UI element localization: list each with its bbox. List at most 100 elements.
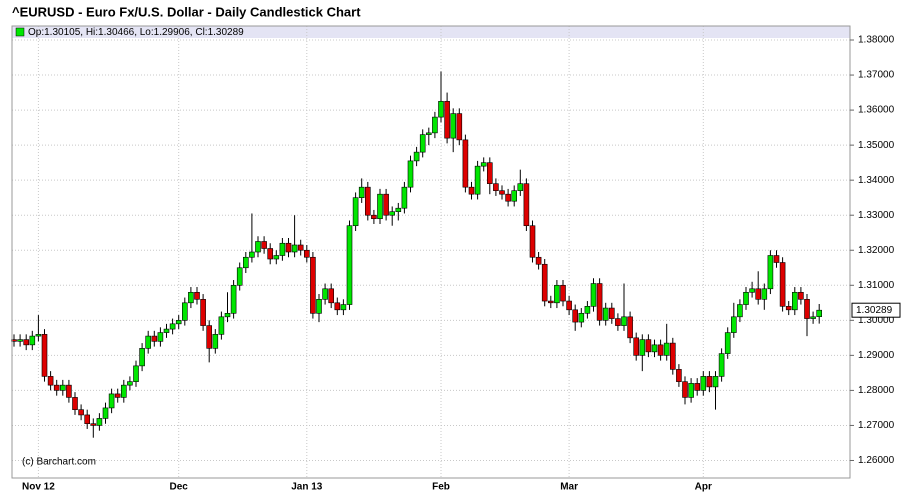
candle-body bbox=[419, 134, 426, 153]
y-tick-label: 1.32000 bbox=[858, 245, 895, 256]
candle-body bbox=[737, 304, 743, 318]
candle-body bbox=[273, 255, 280, 260]
candle-body bbox=[169, 323, 176, 330]
candle-body bbox=[249, 251, 255, 258]
candle-body bbox=[255, 241, 261, 253]
candle-body bbox=[743, 291, 749, 305]
axes: 1.26000 1.27000 1.28000 1.29000 1.30000 1.310… bbox=[22, 35, 901, 493]
candle-body bbox=[566, 300, 572, 311]
candle-body bbox=[432, 116, 438, 134]
candle-body bbox=[358, 186, 365, 198]
y-tick-label: 1.26000 bbox=[858, 455, 895, 466]
candle-body bbox=[468, 186, 475, 195]
candle-body bbox=[804, 299, 810, 319]
x-tick-label: Mar bbox=[560, 482, 578, 493]
candle-body bbox=[816, 309, 823, 317]
candle-body bbox=[785, 306, 792, 311]
candle-body bbox=[261, 241, 267, 249]
candle-body bbox=[798, 291, 804, 300]
candle-body bbox=[377, 193, 383, 220]
candle-body bbox=[389, 211, 396, 216]
candle-body bbox=[688, 383, 694, 398]
candle-body bbox=[383, 193, 389, 216]
x-tick-label: Dec bbox=[170, 482, 189, 493]
candle-body bbox=[676, 369, 682, 382]
y-tick-label: 1.28000 bbox=[858, 385, 895, 396]
candle-body bbox=[108, 393, 115, 409]
candle-body bbox=[84, 414, 90, 424]
x-tick-label: Nov 12 bbox=[22, 482, 55, 493]
y-tick-label: 1.37000 bbox=[858, 70, 895, 81]
candle-body bbox=[121, 384, 127, 398]
candle-body bbox=[322, 288, 328, 300]
candle-body bbox=[163, 328, 170, 333]
candle-body bbox=[395, 207, 402, 213]
candle-body bbox=[206, 325, 212, 349]
candle-body bbox=[474, 165, 481, 195]
legend-text: Op:1.30105, Hi:1.30466, Lo:1.29906, Cl:1… bbox=[28, 27, 244, 38]
candle-body bbox=[621, 316, 627, 326]
candle-body bbox=[627, 316, 633, 339]
candle-body bbox=[297, 244, 304, 251]
candle-body bbox=[718, 353, 725, 377]
candle-body bbox=[554, 284, 560, 304]
candle-body bbox=[218, 316, 225, 335]
candle-body bbox=[413, 151, 420, 162]
candle-body bbox=[401, 186, 408, 209]
chart-title: ^EURUSD - Euro Fx/U.S. Dollar - Daily Ca… bbox=[12, 4, 361, 19]
candle-body bbox=[517, 183, 524, 191]
candle-body bbox=[541, 263, 548, 302]
candle-body bbox=[700, 376, 707, 391]
candle-body bbox=[285, 242, 292, 253]
candle-body bbox=[407, 160, 414, 188]
candle-body bbox=[243, 256, 249, 269]
candle-body bbox=[572, 309, 579, 323]
candle-body bbox=[157, 332, 164, 342]
candle-body bbox=[236, 267, 243, 286]
candle-body bbox=[773, 255, 780, 263]
candle-body bbox=[810, 316, 816, 319]
candle-body bbox=[645, 339, 652, 353]
candle-body bbox=[706, 376, 713, 388]
candle-body bbox=[505, 193, 511, 202]
candle-body bbox=[127, 381, 133, 386]
y-tick-label: 1.36000 bbox=[858, 105, 895, 116]
candle-body bbox=[114, 393, 121, 398]
candle-body bbox=[291, 244, 298, 253]
candle-body bbox=[133, 365, 139, 382]
candle-body bbox=[328, 288, 335, 304]
candle-body bbox=[791, 291, 798, 311]
candle-body bbox=[724, 332, 731, 354]
y-tick-label: 1.34000 bbox=[858, 175, 895, 186]
y-tick-label: 1.30000 bbox=[858, 315, 895, 326]
candle-body bbox=[730, 316, 737, 333]
y-tick-label: 1.31000 bbox=[858, 280, 895, 291]
legend-swatch bbox=[15, 27, 25, 37]
candle-body bbox=[657, 344, 664, 356]
candle-body bbox=[90, 423, 97, 426]
candle-body bbox=[480, 162, 487, 167]
candle-body bbox=[334, 302, 341, 311]
candle-body bbox=[310, 256, 316, 314]
candle-body bbox=[425, 132, 432, 135]
candle-body bbox=[749, 288, 755, 293]
y-tick-label: 1.35000 bbox=[858, 140, 895, 151]
candle-body bbox=[303, 249, 310, 258]
candle-body bbox=[755, 288, 762, 300]
candle-body bbox=[364, 186, 371, 216]
candle-body bbox=[602, 307, 609, 321]
candle-body bbox=[78, 409, 84, 416]
candle-body bbox=[596, 283, 603, 321]
candle-body bbox=[456, 113, 463, 141]
candle-body bbox=[615, 318, 621, 326]
candle-body bbox=[102, 407, 109, 419]
candle-body bbox=[523, 183, 530, 227]
candle-body bbox=[694, 383, 701, 391]
candle-body bbox=[340, 304, 347, 311]
candle-body bbox=[761, 288, 768, 300]
candle-body bbox=[438, 101, 444, 118]
candle-body bbox=[145, 335, 151, 349]
candle-body bbox=[682, 381, 688, 398]
